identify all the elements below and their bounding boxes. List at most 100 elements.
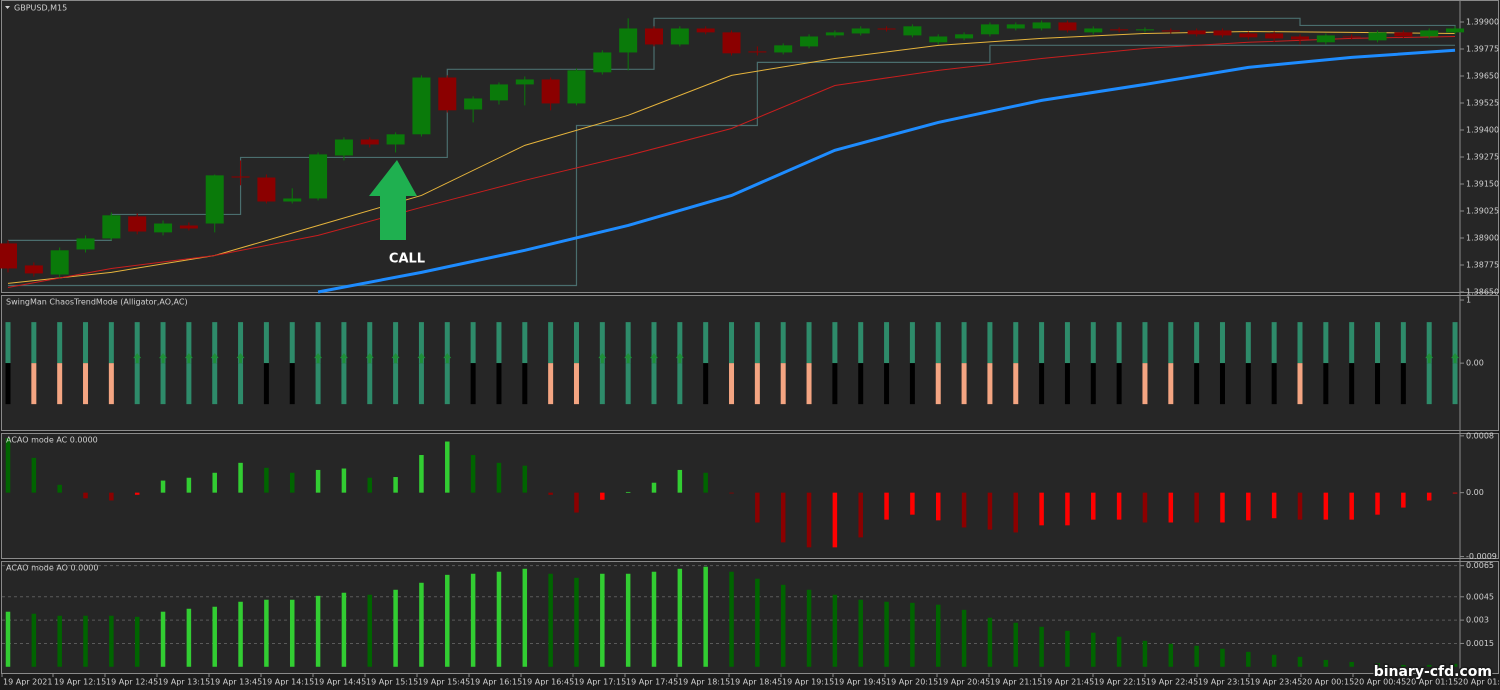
histogram-bar: [83, 615, 88, 667]
candle-body: [1161, 30, 1180, 32]
histogram-bar: [1297, 492, 1303, 520]
histogram-bar: [470, 455, 476, 493]
x-tick-label: 19 Apr 2021: [3, 678, 52, 687]
histogram-bar: [909, 322, 915, 364]
histogram-bar: [1039, 626, 1044, 667]
histogram-bar: [108, 363, 114, 405]
candle-body: [205, 175, 224, 224]
histogram-bar: [31, 613, 37, 667]
histogram-bar: [961, 363, 967, 405]
candle-body: [696, 28, 715, 33]
chart-title: GBPUSD,M15: [14, 4, 67, 13]
histogram-bar: [858, 599, 863, 667]
signal-arrow: [391, 353, 400, 364]
histogram-bar: [522, 465, 528, 493]
histogram-bar: [5, 437, 11, 493]
histogram-bar: [1375, 322, 1381, 364]
candle-body: [1291, 36, 1309, 40]
ac-title: ACAO mode AC 0.0000: [6, 436, 98, 445]
histogram-bar: [729, 363, 735, 405]
histogram-bar: [832, 322, 838, 364]
histogram-bar: [1401, 664, 1406, 667]
histogram-bar: [1452, 322, 1458, 364]
histogram-bar: [212, 363, 218, 405]
histogram-bar: [1116, 492, 1122, 520]
histogram-bar: [884, 492, 889, 520]
candle-body: [128, 216, 147, 232]
histogram-bar: [212, 472, 217, 493]
candle-body: [412, 77, 431, 135]
histogram-bar: [186, 477, 192, 493]
histogram-bar: [496, 363, 502, 405]
candle-body: [489, 84, 508, 101]
y-tick-label: 1.39525: [1466, 99, 1499, 108]
candle-body: [50, 250, 69, 275]
call-arrow: [369, 160, 417, 240]
histogram-bar: [935, 604, 941, 667]
histogram-bar: [1246, 651, 1251, 667]
histogram-bar: [160, 363, 166, 405]
histogram-bar: [57, 363, 63, 405]
y-tick-label: 1.38900: [1466, 234, 1499, 243]
histogram-bar: [1064, 322, 1070, 364]
histogram-bar: [83, 322, 89, 364]
histogram-bar: [263, 322, 269, 364]
histogram-bar: [1013, 363, 1019, 405]
y-tick-label: 0.003: [1466, 616, 1489, 625]
histogram-bar: [341, 363, 347, 405]
histogram-bar: [625, 363, 631, 405]
histogram-bar: [1349, 492, 1354, 520]
signal-arrow: [210, 353, 219, 364]
y-tick-label: 0.0008: [1466, 431, 1494, 440]
histogram-bar: [625, 491, 631, 493]
watermark: binary-cfd.com: [1374, 664, 1492, 680]
candle-body: [851, 28, 870, 34]
histogram-bar: [212, 322, 218, 364]
histogram-bar: [987, 617, 993, 667]
candle-body: [334, 139, 353, 156]
x-tick-label: 19 Apr 18:15: [678, 678, 730, 687]
y-tick-label: -0.0009: [1466, 552, 1497, 561]
histogram-bar: [1116, 322, 1122, 364]
histogram-bar: [961, 322, 967, 364]
histogram-bar: [1426, 492, 1432, 501]
histogram-bar: [806, 492, 812, 548]
y-tick-label: 0.0045: [1466, 592, 1494, 601]
histogram-bar: [367, 477, 373, 493]
histogram-bar: [496, 462, 502, 493]
histogram-bar: [238, 601, 243, 667]
histogram-bar: [1142, 363, 1148, 405]
histogram-bar: [780, 584, 786, 667]
histogram-bar: [625, 322, 631, 364]
histogram-bar: [754, 322, 760, 364]
histogram-bar: [703, 472, 708, 493]
histogram-bar: [186, 608, 192, 667]
y-tick-label: 1.39275: [1466, 153, 1499, 162]
histogram-bar: [651, 482, 657, 493]
histogram-bar: [496, 322, 502, 364]
x-tick-label: 19 Apr 21:45: [1042, 678, 1094, 687]
histogram-bar: [599, 363, 605, 405]
histogram-bar: [1220, 648, 1225, 667]
histogram-bar: [703, 566, 708, 667]
histogram-bar: [470, 363, 476, 405]
signal-arrow: [339, 353, 348, 364]
signal-arrow: [236, 353, 245, 364]
indicator-line: [317, 48, 1456, 294]
signal-arrow: [1451, 353, 1460, 364]
candle-body: [1368, 32, 1387, 41]
histogram-bar: [858, 322, 864, 364]
histogram-bar: [1375, 363, 1381, 405]
histogram-bar: [315, 595, 321, 667]
histogram-bar: [315, 469, 321, 493]
histogram-bar: [935, 363, 941, 405]
candle-body: [231, 176, 250, 178]
signal-arrow: [365, 353, 374, 364]
histogram-bar: [1323, 492, 1329, 520]
histogram-bar: [1219, 363, 1225, 405]
x-tick-label: 19 Apr 18:45: [730, 678, 782, 687]
candle-body: [1342, 36, 1361, 38]
histogram-bar: [548, 363, 554, 405]
signal-arrow: [675, 353, 684, 364]
candle-body: [722, 32, 741, 54]
